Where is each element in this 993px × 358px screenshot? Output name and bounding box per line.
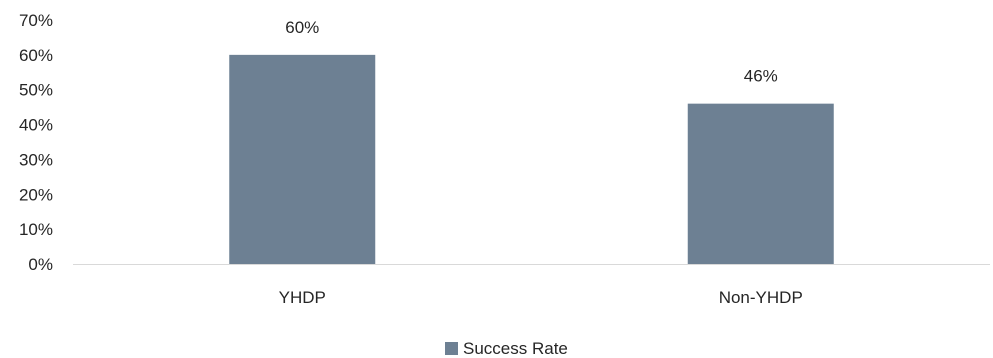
- y-tick-label: 70%: [19, 11, 53, 30]
- y-axis-ticks: 0% 10% 20% 30% 40% 50% 60% 70%: [19, 11, 53, 274]
- y-tick-label: 10%: [19, 220, 53, 239]
- legend-swatch-success-rate: [445, 342, 458, 355]
- data-label: 60%: [285, 18, 319, 37]
- y-tick-label: 40%: [19, 116, 53, 135]
- bar-yhdp: [229, 54, 376, 264]
- y-tick-label: 50%: [19, 81, 53, 100]
- category-label: Non-YHDP: [719, 288, 803, 307]
- y-tick-label: 60%: [19, 46, 53, 65]
- y-tick-label: 20%: [19, 185, 53, 204]
- data-label: 46%: [744, 67, 778, 86]
- legend: Success Rate: [445, 339, 568, 358]
- bar-non-yhdp: [687, 103, 834, 265]
- legend-label-success-rate: Success Rate: [463, 339, 568, 358]
- category-labels: YHDP Non-YHDP: [279, 288, 803, 307]
- data-labels: 60% 46%: [285, 18, 778, 86]
- y-tick-label: 0%: [28, 255, 53, 274]
- y-tick-label: 30%: [19, 150, 53, 169]
- category-label: YHDP: [279, 288, 326, 307]
- bars: [229, 54, 834, 265]
